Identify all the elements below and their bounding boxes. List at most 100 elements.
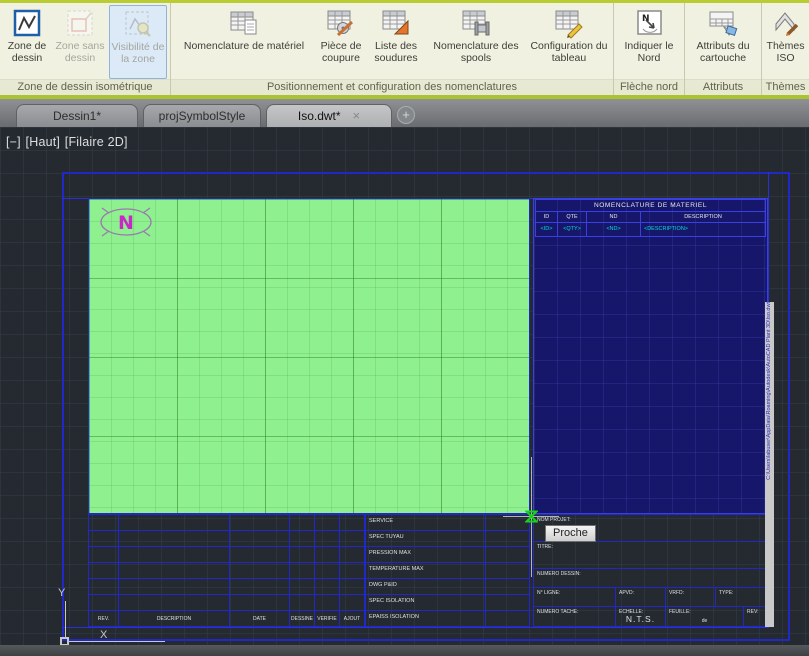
cell-nd: <ND> <box>587 223 641 236</box>
ucs-origin-icon <box>60 637 69 645</box>
nomenclature-spools-label: Nomenclature des spools <box>433 40 519 64</box>
tab-iso-dwt-label: Iso.dwt* <box>297 109 341 123</box>
drawing-canvas[interactable]: [−] [Haut] [Filaire 2D] N NOMENCLATURE D… <box>0 127 809 645</box>
header-id: ID <box>536 212 558 223</box>
echelle-cell: ECHELLE: N.T.S. <box>616 607 666 626</box>
configuration-tableau-label: Configuration du tableau <box>530 40 608 64</box>
viewport-view-control[interactable]: [Haut] <box>25 135 61 149</box>
iso-sheet-border <box>62 172 790 641</box>
north-arrow-icon: N <box>633 7 665 39</box>
zone-sans-dessin-label: Zone sans dessin <box>55 40 105 64</box>
tab-projsymbolstyle[interactable]: projSymbolStyle <box>143 104 261 127</box>
panel-caption-themes: Thèmes <box>762 79 809 95</box>
svg-text:N: N <box>642 14 650 24</box>
revision-header-row: REV. DESCRIPTION DATE DESSINE VERIFIE AJ… <box>89 611 364 626</box>
horizontal-scrollbar[interactable] <box>0 645 809 656</box>
verifie-header: VERIFIE <box>315 611 340 626</box>
apvd-label: APVD: <box>616 588 666 606</box>
feuille-value: de <box>701 618 708 624</box>
osnap-nearest-marker <box>525 510 538 523</box>
ucs-y-axis <box>65 601 66 638</box>
ribbon: Zone de dessin Zone sans dessin Visibili… <box>0 0 809 99</box>
material-table-title: NOMENCLATURE DE MATERIEL <box>536 200 765 212</box>
header-qte: QTE <box>558 212 587 223</box>
spool-bom-table-icon <box>460 7 492 39</box>
description-header: DESCRIPTION <box>119 611 230 626</box>
panel-caption-fleche-nord: Flèche nord <box>614 79 684 95</box>
no-drawing-zone-icon <box>64 7 96 39</box>
zone-de-dessin-button[interactable]: Zone de dessin <box>3 5 51 79</box>
attributs-cartouche-button[interactable]: Attributs du cartouche <box>688 5 758 79</box>
zone-visibility-icon <box>122 8 154 40</box>
indiquer-nord-label: Indiquer le Nord <box>624 40 674 64</box>
cell-description: <DESCRIPTION> <box>644 226 689 232</box>
nomenclature-materiel-button[interactable]: Nomenclature de matériel <box>174 5 314 79</box>
numero-dessin-label: NUMERO DESSIN: <box>537 571 581 577</box>
feuille-label: FEUILLE: <box>669 609 691 615</box>
liste-soudures-label: Liste des soudures <box>374 40 418 64</box>
nomenclature-spools-button[interactable]: Nomenclature des spools <box>424 5 528 79</box>
tab-iso-dwt[interactable]: Iso.dwt* × <box>266 104 392 127</box>
ribbon-panel-zone-dessin: Zone de dessin Zone sans dessin Visibili… <box>0 3 171 95</box>
panel-caption-zone-dessin: Zone de dessin isométrique <box>0 79 170 95</box>
material-bom-table-icon <box>228 7 260 39</box>
viewport-minimize-control[interactable]: [−] <box>6 135 21 149</box>
viewport-visual-style-control[interactable]: [Filaire 2D] <box>64 135 128 149</box>
field-temperature-max: TEMPERATURE MAX <box>366 563 486 578</box>
viewport-controls: [−] [Haut] [Filaire 2D] <box>6 135 129 149</box>
material-bom-table: NOMENCLATURE DE MATERIEL ID QTE ND DESCR… <box>535 199 766 237</box>
numero-tache-label: NUMERO TACHE: <box>534 607 616 626</box>
file-path-text: C:\Users\labuser\AppData\Roaming\Autodes… <box>766 302 772 480</box>
field-epaiss-isolation: EPAISS ISOLATION <box>366 611 486 626</box>
tab-dessin1-label: Dessin1* <box>52 109 102 123</box>
visibilite-zone-label: Visibilité de la zone <box>111 41 165 65</box>
attributs-cartouche-label: Attributs du cartouche <box>696 40 750 64</box>
iso-themes-icon <box>770 7 802 39</box>
ribbon-panel-fleche-nord: N Indiquer le Nord Flèche nord <box>614 3 685 95</box>
osnap-tooltip: Proche <box>545 525 596 542</box>
configuration-tableau-button[interactable]: Configuration du tableau <box>528 5 610 79</box>
zone-sans-dessin-button[interactable]: Zone sans dessin <box>51 5 109 79</box>
ribbon-panel-attributs: Attributs du cartouche Attributs <box>685 3 762 95</box>
drawing-area-zone[interactable] <box>88 198 530 514</box>
field-spec-tuyau: SPEC TUYAU <box>366 531 486 546</box>
vrfd-label: VRFD: <box>666 588 716 606</box>
new-tab-button[interactable]: + <box>397 106 415 124</box>
tab-dessin1[interactable]: Dessin1* <box>16 104 138 127</box>
type-label: TYPE: <box>719 590 734 596</box>
north-letter: N <box>118 212 134 234</box>
header-nd: ND <box>587 212 641 223</box>
titre-label: TITRE: <box>537 544 553 550</box>
north-symbol: N <box>100 207 152 237</box>
header-description: DESCRIPTION <box>641 212 765 223</box>
sheet-inner-bottom-border <box>62 627 769 628</box>
cut-piece-table-icon <box>325 7 357 39</box>
visibilite-zone-button[interactable]: Visibilité de la zone <box>109 5 167 79</box>
nomenclature-materiel-label: Nomenclature de matériel <box>183 40 305 52</box>
themes-iso-button[interactable]: Thèmes ISO <box>765 5 806 79</box>
material-table-data-row: <ID> <QTY> <ND> <DESCRIPTION> <box>536 223 765 236</box>
liste-soudures-button[interactable]: Liste des soudures <box>368 5 424 79</box>
close-icon[interactable]: × <box>352 108 361 123</box>
ligne-label: N° LIGNE: <box>534 588 616 606</box>
indiquer-nord-button[interactable]: N Indiquer le Nord <box>617 5 681 79</box>
piece-coupure-button[interactable]: Pièce de coupure <box>314 5 368 79</box>
ajout-header: AJOUT <box>343 615 361 622</box>
drawing-zone-icon <box>11 7 43 39</box>
feuille-cell: FEUILLE: de <box>666 607 744 626</box>
ribbon-panel-themes: Thèmes ISO Thèmes <box>762 3 809 95</box>
ucs-x-label: X <box>100 629 108 641</box>
cell-qty: <QTY> <box>558 223 587 236</box>
rev-header: REV. <box>89 611 119 626</box>
weld-list-table-icon <box>380 7 412 39</box>
ucs-y-label: Y <box>58 587 66 599</box>
panel-caption-nomenclatures: Positionnement et configuration des nome… <box>171 79 613 95</box>
revision-table: REV. DESCRIPTION DATE DESSINE VERIFIE AJ… <box>88 514 365 627</box>
field-spec-isolation: SPEC ISOLATION <box>366 595 486 610</box>
themes-iso-label: Thèmes ISO <box>766 40 805 64</box>
table-area-zone <box>533 198 768 514</box>
cell-id: <ID> <box>536 223 558 236</box>
ribbon-panel-nomenclatures: Nomenclature de matériel Pièce de coupur… <box>171 3 614 95</box>
table-config-pencil-icon <box>553 7 585 39</box>
panel-caption-attributs: Attributs <box>685 79 761 95</box>
